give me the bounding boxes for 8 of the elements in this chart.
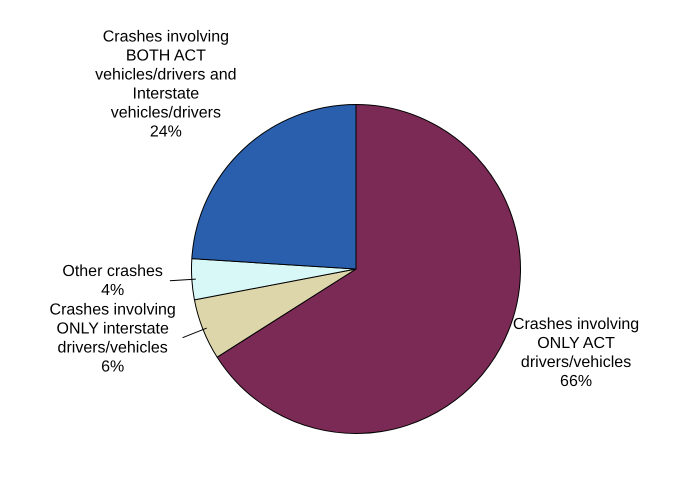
data-label: 4% (101, 282, 124, 299)
slice-label: Crashes involving BOTH ACT vehicles/drivers and Interstate vehicles/drivers (95, 28, 237, 122)
data-label: 6% (101, 358, 124, 376)
slice-label: Other crashes (62, 262, 163, 280)
slice-label: Crashes involving ONLY interstate drivers/vehicles (50, 302, 176, 357)
data-label: 24% (150, 124, 182, 141)
data-label: 66% (560, 372, 592, 390)
slice-label: Crashes involving ONLY ACT drivers/vehicles (512, 316, 640, 371)
